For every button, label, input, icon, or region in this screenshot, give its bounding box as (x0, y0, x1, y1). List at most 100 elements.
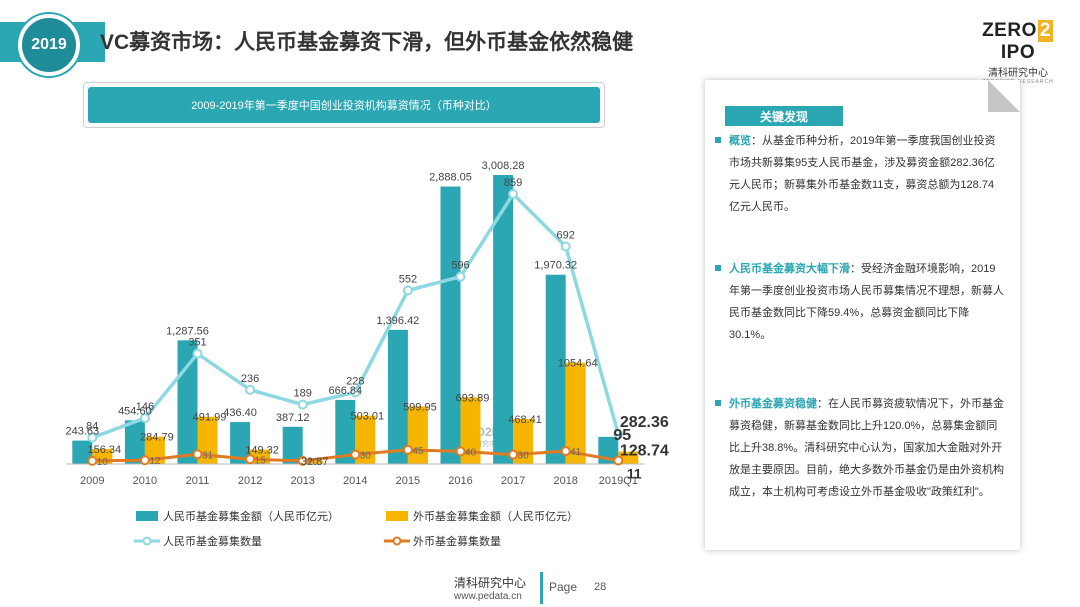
bar-rmb-amount (545, 274, 566, 464)
line-fx-label: 41 (570, 447, 582, 458)
point-rmb-count (245, 384, 256, 395)
brand-subtitle: 清科研究中心 (988, 68, 1048, 79)
bar-rmb-label: 3,008.28 (482, 160, 525, 172)
point-fx-count (402, 444, 413, 455)
line-rmb-label: 236 (241, 373, 259, 385)
footer-divider (540, 572, 543, 604)
bar-rmb-label: 1,396.42 (376, 315, 419, 327)
line-fx-label: 10 (307, 457, 319, 468)
x-tick-label: 2009 (80, 475, 104, 487)
line-rmb-label: 228 (346, 375, 364, 387)
finding-text: ：受经济金融环境影响，2019年第一季度创业投资市场人民币募集情况不理想，新募人… (729, 263, 1004, 341)
footer-page-label: Page (549, 580, 578, 594)
line-rmb-label: 95 (613, 427, 631, 444)
bar-rmb-label: 2,888.05 (429, 172, 472, 184)
bar-fx-label: 149.32 (245, 445, 279, 457)
bar-fx-label: 599.95 (403, 401, 437, 413)
bullet-icon (715, 265, 721, 272)
bar-fx-amount (618, 451, 639, 464)
point-rmb-count (139, 413, 150, 424)
key-findings-panel: 关键发现 概览：从基金币种分析，2019年第一季度我国创业投资市场共新募集95支… (705, 80, 1020, 550)
finding-lead: 外币基金募资稳健 (729, 398, 817, 410)
bar-fx-label: 1054.64 (558, 358, 598, 370)
line-rmb-label: 146 (136, 401, 154, 413)
legend-label-rmb-count: 人民币基金募集数量 (163, 534, 262, 548)
page-title: VC募资市场：人民币基金募资下滑，但外币基金依然稳健 (100, 31, 634, 54)
point-rmb-count (560, 241, 571, 252)
point-rmb-count (613, 429, 624, 440)
x-tick-label: 2011 (186, 475, 210, 487)
x-tick-label: 2014 (343, 475, 367, 487)
chart-title-box: 2009-2019年第一季度中国创业投资机构募资情况（币种对比） (83, 82, 605, 128)
line-fx-label: 30 (518, 451, 530, 462)
bar-rmb-label: 436.40 (223, 407, 257, 419)
point-rmb-count (455, 271, 466, 282)
page-fold-corner (988, 80, 1020, 112)
point-fx-count (508, 449, 519, 460)
line-fx-label: 11 (627, 466, 642, 482)
bar-fx-label: 128.74 (620, 443, 669, 460)
line-fx-label: 40 (465, 447, 477, 458)
finding-lead: 概览 (729, 135, 751, 147)
x-tick-label: 2018 (553, 475, 577, 487)
footer-page-number: 28 (594, 581, 607, 593)
point-fx-count (87, 455, 98, 466)
legend-swatch-fx-amount (386, 511, 408, 521)
point-fx-count (613, 455, 624, 466)
bar-fx-amount (460, 397, 481, 464)
point-fx-count (455, 446, 466, 457)
bar-rmb-label: 666.84 (328, 385, 362, 397)
x-tick-label: 2017 (501, 475, 525, 487)
bullet-icon (715, 400, 721, 407)
x-tick-label: 2012 (238, 475, 262, 487)
finding-fx-stable: 外币基金募资稳健：在人民币募资疲软情况下，外币基金募资稳健，新募基金数同比上升1… (715, 393, 1005, 503)
bar-rmb-label: 454.60 (118, 405, 152, 417)
legend-marker-fx-count (392, 536, 402, 546)
bar-fx-amount (565, 362, 586, 464)
line-rmb-label: 596 (451, 260, 469, 272)
legend-label-fx-count: 外币基金募集数量 (413, 534, 501, 548)
point-fx-count (297, 455, 308, 466)
bar-rmb-label: 1,970.32 (534, 260, 577, 272)
point-fx-count (139, 455, 150, 466)
bar-rmb-amount (230, 422, 251, 464)
bar-rmb-amount (335, 399, 356, 464)
point-rmb-count (350, 387, 361, 398)
x-tick-label: 2019Q1 (599, 475, 638, 487)
finding-lead: 人民币基金募资大幅下滑 (729, 263, 850, 275)
brand-logo: ZERO2IPO 清科研究中心 ZERO2IPO RESEARCH (968, 20, 1068, 85)
point-rmb-count (87, 432, 98, 443)
point-fx-count (350, 449, 361, 460)
bar-fx-amount (197, 416, 218, 464)
key-findings-heading: 关键发现 (725, 106, 843, 126)
point-rmb-count (508, 189, 519, 199)
bar-fx-label: 503.01 (350, 411, 384, 423)
chart-watermark-sub: 清科研究中心 (461, 439, 503, 448)
line-rmb-label: 351 (188, 337, 206, 349)
line-rmb-label: 189 (294, 388, 312, 400)
x-tick-label: 2010 (133, 475, 157, 487)
bar-rmb-amount (282, 426, 303, 464)
bar-rmb-amount (387, 329, 408, 464)
finding-text: ：从基金币种分析，2019年第一季度我国创业投资市场共新募集95支人民币基金，涉… (729, 135, 996, 213)
bar-rmb-label: 387.12 (276, 412, 310, 424)
line-fx-label: 30 (360, 451, 372, 462)
x-tick-label: 2013 (290, 475, 314, 487)
legend-label-rmb-amount: 人民币基金募集金额（人民币亿元） (163, 509, 339, 523)
footer-url: www.pedata.cn (454, 591, 522, 602)
line-fx-label: 10 (97, 457, 109, 468)
point-rmb-count (297, 399, 308, 410)
bar-rmb-amount (440, 186, 461, 464)
line-rmb-label: 84 (86, 421, 98, 433)
point-rmb-count (402, 285, 413, 296)
legend-swatch-rmb-amount (136, 511, 158, 521)
line-fx-label: 31 (202, 450, 214, 461)
point-rmb-count (192, 348, 203, 359)
point-fx-count (560, 446, 571, 457)
bar-rmb-label: 243.63 (65, 426, 99, 438)
line-fx-label: 12 (149, 456, 161, 467)
point-fx-count (192, 449, 203, 460)
line-rmb-label: 552 (399, 273, 417, 285)
footer-org: 清科研究中心 (454, 576, 527, 590)
